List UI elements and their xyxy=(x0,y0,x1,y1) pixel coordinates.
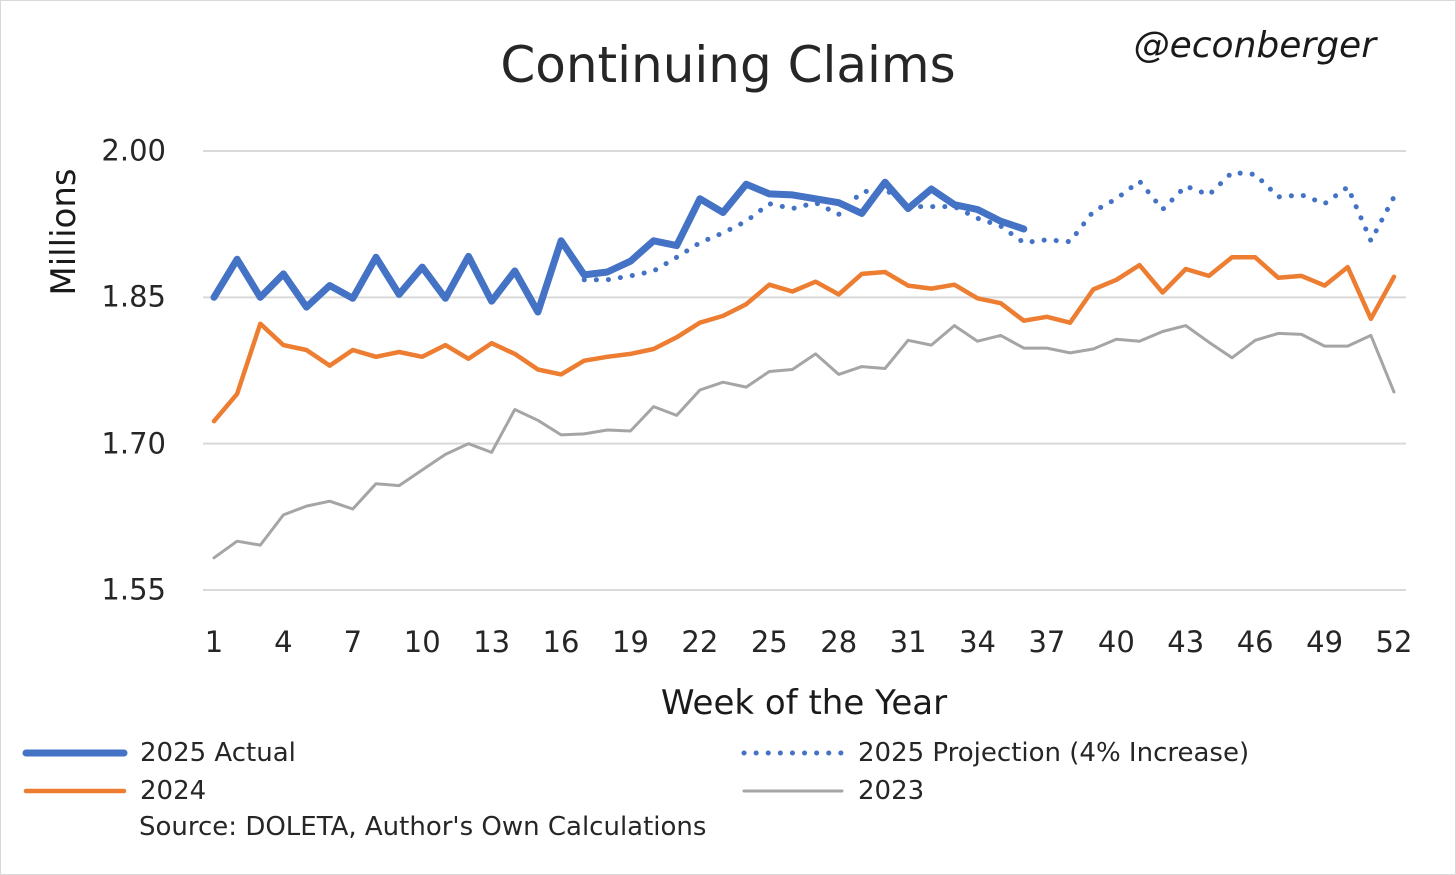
y-tick-label: 1.85 xyxy=(101,279,166,314)
legend-swatch xyxy=(22,749,128,757)
x-tick-label: 7 xyxy=(343,625,363,659)
legend-swatch xyxy=(23,788,127,794)
chart-title: Continuing Claims xyxy=(500,36,956,94)
x-tick-label: 31 xyxy=(889,625,927,659)
x-tick-label: 49 xyxy=(1306,625,1344,659)
series-line-2023 xyxy=(212,324,1396,560)
series-line-2024 xyxy=(211,255,1397,424)
x-tick-label: 19 xyxy=(612,625,649,659)
y-tick-label: 1.55 xyxy=(101,572,166,607)
x-tick-label: 16 xyxy=(542,625,580,659)
legend-label: 2024 xyxy=(140,776,207,806)
y-tick-label: 1.70 xyxy=(101,426,166,461)
legend-label: 2025 Projection (4% Increase) xyxy=(858,738,1250,768)
x-tick-label: 37 xyxy=(1028,625,1066,659)
x-tick-label: 10 xyxy=(403,625,441,659)
series-line-2025-projection-4-increase xyxy=(581,170,1397,283)
y-tick-label: 2.00 xyxy=(101,133,166,168)
x-tick-label: 28 xyxy=(820,625,858,659)
x-tick-label: 1 xyxy=(204,625,224,659)
x-tick-label: 34 xyxy=(959,625,996,659)
x-tick-label: 4 xyxy=(274,625,293,659)
x-tick-label: 40 xyxy=(1097,625,1135,659)
legend-swatch xyxy=(741,750,845,756)
series-line-2025-actual xyxy=(210,178,1028,316)
legend-item: 2025 Actual xyxy=(20,738,296,768)
legend-label: 2025 Actual xyxy=(140,738,296,768)
x-tick-label: 52 xyxy=(1375,625,1413,659)
legend-item: 2025 Projection (4% Increase) xyxy=(738,738,1249,768)
author-watermark: @econberger xyxy=(1133,25,1376,66)
x-tick-label: 22 xyxy=(681,625,719,659)
x-tick-label: 43 xyxy=(1167,625,1205,659)
legend-item: 2024 xyxy=(20,776,206,806)
x-tick-label: 25 xyxy=(750,625,788,659)
x-axis-label: Week of the Year xyxy=(660,683,948,723)
x-tick-label: 13 xyxy=(473,625,511,659)
source-note: Source: DOLETA, Author's Own Calculation… xyxy=(139,812,707,842)
x-tick-label: 46 xyxy=(1236,625,1274,659)
legend-swatch xyxy=(742,789,844,793)
legend-label: 2023 xyxy=(858,776,925,806)
legend-item: 2023 xyxy=(738,776,924,806)
